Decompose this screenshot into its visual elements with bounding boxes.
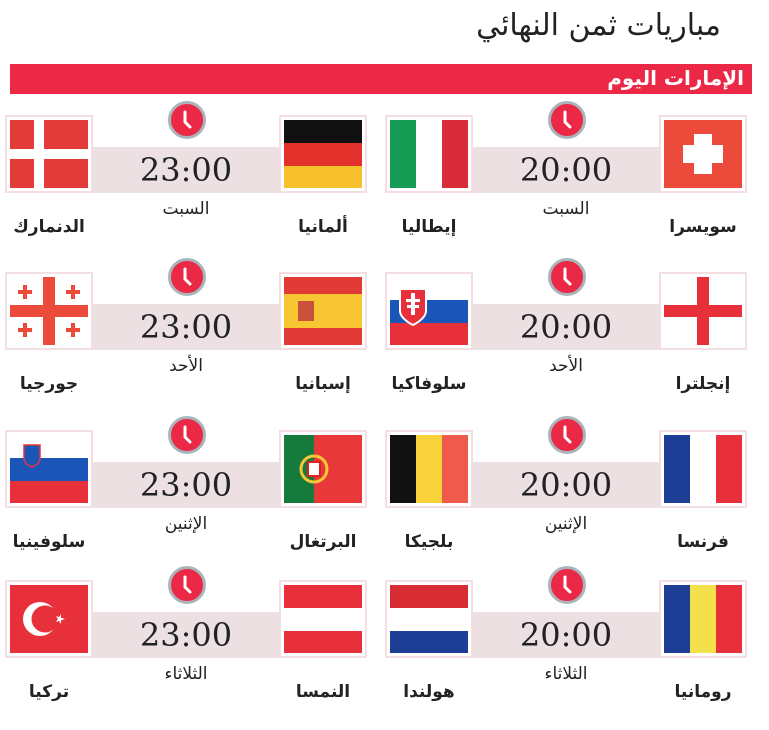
portugal-flag (279, 430, 367, 508)
home-team-name: فرنسا (677, 532, 729, 552)
match-card: 20:00 السبت سويسرا إيطاليا (385, 101, 755, 265)
clock-icon (168, 416, 206, 454)
slovakia-flag (385, 272, 473, 350)
denmark-flag (5, 115, 93, 193)
match-card: 23:00 الإثنين البرتغال سلوفينيا (5, 416, 375, 580)
home-team-name: إنجلترا (675, 374, 731, 394)
germany-flag (279, 115, 367, 193)
away-team-name: سلوفينيا (12, 532, 86, 552)
spain-flag (279, 272, 367, 350)
match-day: الثلاثاء (164, 664, 208, 684)
match-card: 20:00 الثلاثاء رومانيا هولندا (385, 566, 755, 730)
match-day: السبت (542, 199, 590, 219)
georgia-flag (5, 272, 93, 350)
time-bar (93, 612, 279, 658)
home-team-name: رومانيا (674, 682, 732, 702)
clock-icon (168, 101, 206, 139)
match-time: 23:00 (139, 466, 233, 504)
match-time: 20:00 (519, 308, 613, 346)
away-team-name: بلجيكا (404, 532, 454, 552)
home-team-name: ألمانيا (298, 217, 348, 237)
page-title: مباريات ثمن النهائي (476, 8, 721, 43)
match-time: 23:00 (139, 151, 233, 189)
match-time: 23:00 (139, 616, 233, 654)
away-team-name: إيطاليا (401, 217, 457, 237)
match-time: 20:00 (519, 466, 613, 504)
clock-icon (548, 101, 586, 139)
time-bar (93, 462, 279, 508)
match-card: 23:00 الأحد إسبانيا جورجيا (5, 258, 375, 422)
austria-flag (279, 580, 367, 658)
time-bar (93, 304, 279, 350)
away-team-name: الدنمارك (13, 217, 85, 237)
clock-icon (548, 258, 586, 296)
time-bar (473, 612, 659, 658)
match-day: السبت (162, 199, 210, 219)
belgium-flag (385, 430, 473, 508)
clock-icon (548, 416, 586, 454)
away-team-name: سلوفاكيا (391, 374, 467, 394)
home-team-name: إسبانيا (295, 374, 351, 394)
time-bar (473, 462, 659, 508)
turkey-flag (5, 580, 93, 658)
time-bar (473, 304, 659, 350)
clock-icon (168, 258, 206, 296)
time-bar (473, 147, 659, 193)
match-card: 20:00 الإثنين فرنسا بلجيكا (385, 416, 755, 580)
match-day: الإثنين (544, 514, 588, 534)
switzerland-flag (659, 115, 747, 193)
time-bar (93, 147, 279, 193)
romania-flag (659, 580, 747, 658)
netherlands-flag (385, 580, 473, 658)
home-team-name: البرتغال (289, 532, 357, 552)
clock-icon (168, 566, 206, 604)
away-team-name: هولندا (403, 682, 455, 702)
match-time: 23:00 (139, 308, 233, 346)
match-time: 20:00 (519, 616, 613, 654)
match-day: الإثنين (164, 514, 208, 534)
match-day: الأحد (549, 356, 583, 376)
match-card: 20:00 الأحد إنجلترا سلوفاكيا (385, 258, 755, 422)
match-card: 23:00 الثلاثاء النمسا تركيا (5, 566, 375, 730)
home-team-name: النمسا (295, 682, 351, 702)
header-banner: الإمارات اليوم (10, 64, 752, 94)
away-team-name: تركيا (28, 682, 70, 702)
clock-icon (548, 566, 586, 604)
away-team-name: جورجيا (19, 374, 79, 394)
match-card: 23:00 السبت ألمانيا الدنمارك (5, 101, 375, 265)
match-day: الثلاثاء (544, 664, 588, 684)
slovenia-flag (5, 430, 93, 508)
brand-logo: الإمارات اليوم (607, 66, 744, 90)
england-flag (659, 272, 747, 350)
match-time: 20:00 (519, 151, 613, 189)
france-flag (659, 430, 747, 508)
match-day: الأحد (169, 356, 203, 376)
home-team-name: سويسرا (669, 217, 737, 237)
italy-flag (385, 115, 473, 193)
